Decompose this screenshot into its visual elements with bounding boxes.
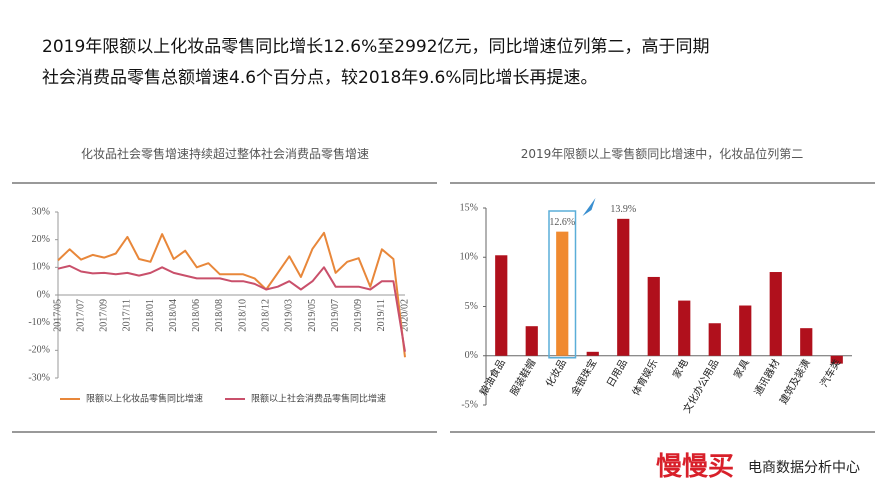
x-tick-label: 建筑及装潢 (777, 357, 813, 407)
line-series (57, 231, 406, 358)
x-tick-label: 2018/01 (145, 299, 156, 332)
x-tick-label: 通讯器材 (751, 357, 782, 398)
x-tick-label: 2019/09 (353, 299, 364, 332)
bar (739, 305, 752, 356)
highlight-box (548, 210, 577, 359)
x-tick-label: 2018/08 (214, 299, 225, 332)
x-tick-label: 2018/10 (237, 299, 248, 332)
chart-title: 化妆品社会零售增速持续超过整体社会消费品零售增速 (81, 146, 369, 161)
y-tick-label: 15% (460, 202, 478, 213)
y-tick-label: -30% (28, 372, 50, 383)
y-tick-label: 5% (465, 301, 478, 312)
y-tick-label: -5% (461, 399, 478, 410)
x-tick-label: 家具 (731, 357, 752, 381)
highlight-arrow (582, 198, 596, 216)
bar (830, 355, 843, 364)
legend-label: 限额以上化妆品零售同比增速 (86, 393, 203, 405)
bar (617, 218, 630, 356)
x-tick-label: 日用品 (604, 357, 629, 389)
headline-line: 2019年限额以上化妆品零售同比增长12.6%至2992亿元，同比增速位列第二，… (42, 37, 710, 57)
value-label: 13.9% (610, 204, 636, 215)
x-tick-label: 2018/12 (260, 299, 271, 332)
x-tick-label: 2020/02 (399, 299, 410, 332)
x-tick-label: 粮油食品 (477, 357, 508, 398)
x-tick-label: 金银珠宝 (568, 357, 599, 398)
footer-text: 电商数据分析中心 (748, 460, 860, 476)
chart-title: 2019年限额以上零售额同比增速中，化妆品位列第二 (521, 146, 804, 161)
headline-line: 社会消费品零售总额增速4.6个百分点，较2018年9.6%同比增长再提速。 (42, 68, 598, 88)
bar (800, 328, 813, 356)
x-tick-label: 2019/11 (376, 299, 387, 331)
x-tick-label: 2019/03 (284, 299, 295, 332)
legend-label: 限额以上社会消费品零售同比增速 (251, 393, 386, 405)
bar (495, 255, 508, 356)
x-tick-label: 2018/06 (191, 299, 202, 332)
x-tick-label: 体育娱乐 (629, 357, 660, 398)
x-tick-label: 2019/07 (330, 299, 341, 332)
x-tick-label: 2017/05 (52, 299, 63, 332)
y-tick-label: 0% (37, 289, 50, 300)
bar (525, 326, 538, 356)
y-tick-label: 0% (465, 350, 478, 361)
y-tick-label: 10% (32, 262, 50, 273)
bar (586, 351, 599, 356)
y-tick-label: -20% (28, 345, 50, 356)
x-tick-label: 家电 (670, 357, 691, 381)
x-tick-label: 2018/04 (168, 299, 179, 332)
bar (556, 231, 569, 356)
value-label: 12.6% (549, 217, 575, 228)
x-tick-label: 2017/07 (75, 299, 86, 332)
y-tick-label: -10% (28, 317, 50, 328)
line-series (57, 264, 406, 352)
x-tick-label: 2017/11 (122, 299, 133, 331)
x-tick-label: 2017/09 (99, 299, 110, 332)
bar (647, 276, 660, 356)
y-tick-label: 10% (460, 252, 478, 263)
y-tick-label: 30% (32, 206, 50, 217)
logo: 慢慢买 (656, 452, 734, 482)
x-tick-label: 2019/05 (307, 299, 318, 332)
x-tick-label: 汽车类 (817, 357, 843, 389)
x-tick-label: 化妆品 (543, 357, 569, 389)
y-tick-label: 20% (32, 234, 50, 245)
x-tick-label: 服装鞋帽 (507, 357, 538, 398)
bar (769, 272, 782, 356)
bar (708, 323, 721, 356)
bar (678, 300, 691, 356)
